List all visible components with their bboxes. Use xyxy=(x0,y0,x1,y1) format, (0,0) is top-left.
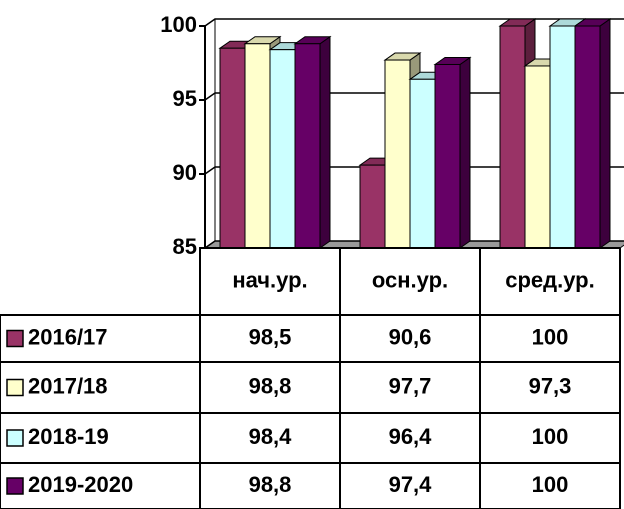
legend-label: 2019-2020 xyxy=(28,472,133,497)
grid-line xyxy=(204,18,624,27)
grid-line xyxy=(204,166,624,175)
legend-key xyxy=(6,329,24,348)
bar xyxy=(384,59,411,249)
grid-line xyxy=(204,92,624,101)
bar xyxy=(549,25,576,249)
bar xyxy=(409,78,436,249)
bar-side xyxy=(319,35,331,249)
y-tick-label: 90 xyxy=(173,160,197,185)
legend-key xyxy=(6,477,24,495)
table-cell: 90,6 xyxy=(389,324,432,349)
bar xyxy=(434,63,461,249)
y-tick-label: 95 xyxy=(173,86,197,111)
y-tick-label: 100 xyxy=(160,12,197,37)
table-cell: 98,8 xyxy=(249,472,292,497)
bar xyxy=(359,164,386,249)
x-tick-label: осн.ур. xyxy=(372,267,448,292)
bar xyxy=(244,43,271,249)
table-cell: 97,3 xyxy=(529,373,572,398)
table-cell: 97,4 xyxy=(389,472,433,497)
table-cell: 96,4 xyxy=(389,424,433,449)
table-cell: 98,5 xyxy=(249,324,292,349)
table-cell: 97,7 xyxy=(389,373,432,398)
bar xyxy=(219,47,246,249)
legend-key xyxy=(6,429,24,447)
table-cell: 98,4 xyxy=(249,424,293,449)
bar-side xyxy=(599,18,611,249)
bar xyxy=(294,43,321,249)
table-cell: 100 xyxy=(532,424,569,449)
table-cell: 100 xyxy=(532,472,569,497)
legend-label: 2017/18 xyxy=(28,373,108,398)
table-cell: 100 xyxy=(532,324,569,349)
table-cell: 98,8 xyxy=(249,373,292,398)
legend-label: 2016/17 xyxy=(28,324,108,349)
bar xyxy=(524,65,551,249)
x-tick-label: нач.ур. xyxy=(232,267,307,292)
legend-label: 2018-19 xyxy=(28,424,109,449)
grid-line xyxy=(204,240,624,249)
bar xyxy=(269,49,296,249)
legend-key xyxy=(6,378,24,397)
y-tick-label: 85 xyxy=(173,234,197,259)
bar-side xyxy=(459,56,471,249)
bar xyxy=(574,25,601,249)
bar xyxy=(499,25,526,249)
x-tick-label: сред.ур. xyxy=(505,267,594,292)
